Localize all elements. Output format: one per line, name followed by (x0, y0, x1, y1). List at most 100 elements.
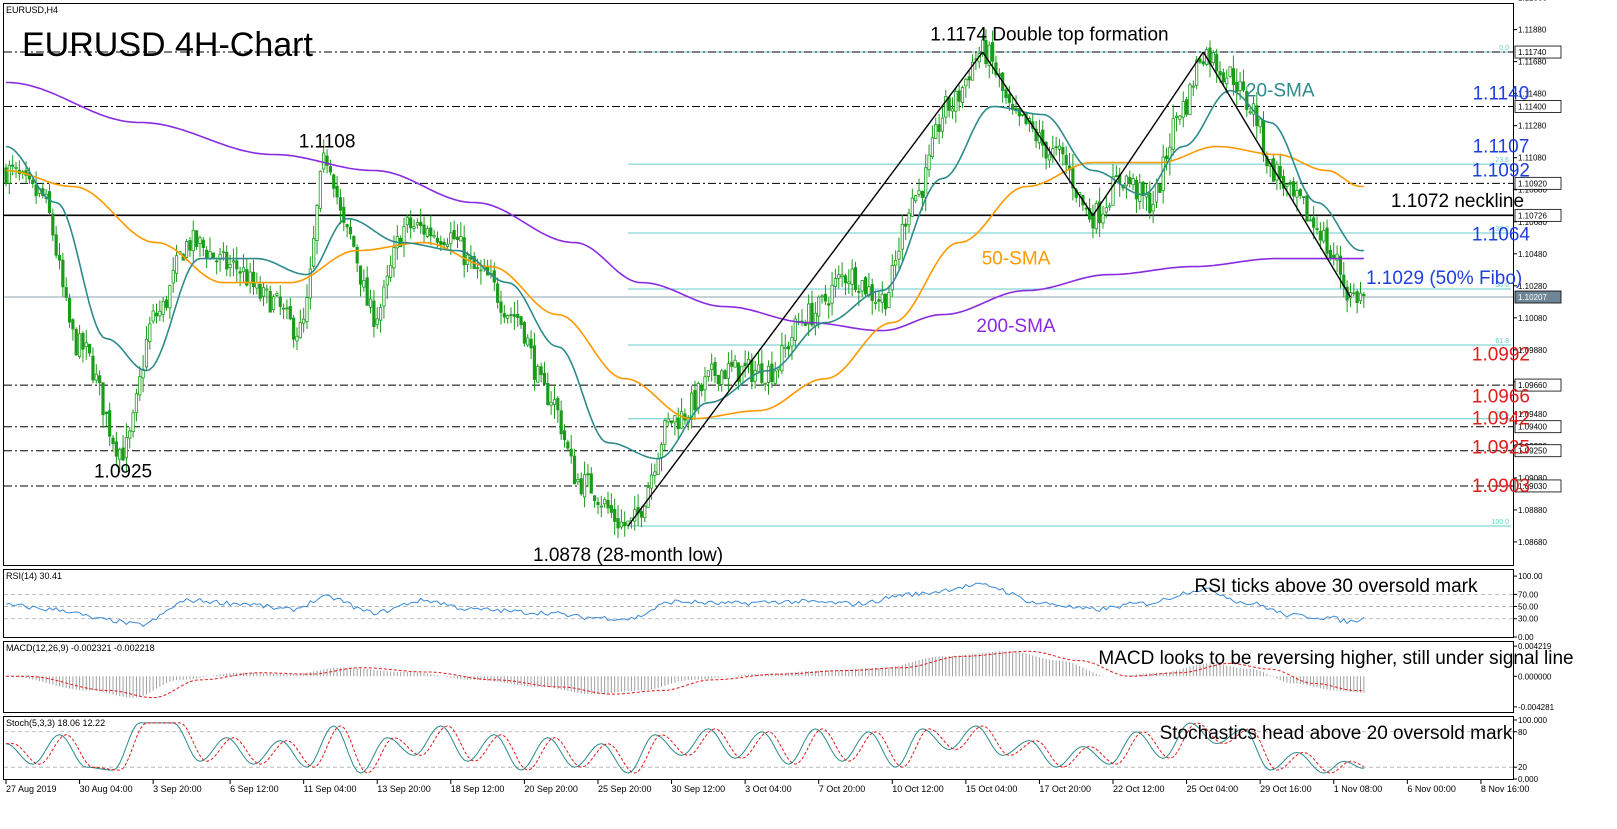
candle-bull (1047, 154, 1052, 161)
candle-bull (924, 167, 928, 198)
candle-bull (385, 275, 389, 286)
indicator-annotation: RSI ticks above 30 oversold mark (1194, 576, 1478, 597)
candle-bear (1198, 58, 1202, 63)
candle-bull (389, 265, 393, 278)
candle-bear (1288, 182, 1292, 185)
candle-bear (760, 363, 764, 383)
candle-bear (713, 361, 717, 376)
candle-bear (947, 97, 951, 111)
candle-bull (271, 296, 276, 311)
candle-bear (539, 366, 543, 376)
candle-bull (599, 505, 603, 508)
candle-bull (1191, 85, 1195, 88)
candle-bear (348, 226, 353, 235)
candle-bear (1328, 249, 1332, 259)
candle-bear (345, 224, 349, 228)
candle-bear (251, 271, 256, 288)
fibo-level-label: 38.2 (1495, 226, 1509, 233)
price-tick-label: 1.11480 (1518, 90, 1547, 99)
candle-bull (375, 318, 379, 325)
candle-bull (158, 310, 162, 317)
candle-bear (1231, 68, 1236, 86)
candle-bear (1312, 217, 1316, 228)
candle-bear (984, 39, 988, 65)
candle-bull (766, 365, 771, 383)
indicator-tick-label: 0.000000 (1518, 672, 1552, 681)
candle-bear (1164, 155, 1169, 160)
candle-bear (616, 518, 620, 529)
candle-bear (114, 441, 118, 457)
candle-bull (77, 333, 82, 358)
candle-bear (188, 240, 192, 251)
candle-bull (415, 222, 419, 226)
candle-bear (355, 247, 359, 264)
candle-bear (937, 124, 941, 132)
candle-bull (432, 234, 436, 238)
x-tick-label: 15 Oct 04:00 (966, 784, 1018, 794)
level-value-label: 1.09250 (1518, 447, 1547, 456)
candle-bull (131, 412, 135, 432)
chart-annotation: 1.0925 (1472, 438, 1530, 459)
price-tick-label: 1.09080 (1518, 474, 1547, 483)
candle-bear (1148, 192, 1152, 214)
candle-bull (425, 228, 430, 237)
candle-bear (1235, 81, 1239, 93)
indicator-tick-label: 0.00 (1518, 633, 1534, 642)
level-value-box (1514, 420, 1562, 434)
level-value-label: 1.09400 (1518, 423, 1547, 432)
indicator-tick-label: 0.000 (1518, 775, 1539, 784)
candle-bear (1004, 89, 1008, 99)
candle-bull (659, 444, 664, 458)
candle-bear (579, 478, 583, 495)
candle-bull (720, 370, 724, 385)
candle-bear (639, 511, 644, 518)
price-tick-label: 1.09480 (1518, 410, 1547, 419)
x-tick-label: 3 Oct 04:00 (745, 784, 792, 794)
candle-bear (1141, 181, 1145, 196)
candle-bull (392, 247, 396, 269)
candle-bear (1338, 255, 1343, 275)
candle-bull (368, 298, 373, 308)
level-value-box (1514, 290, 1562, 304)
chart-annotation: 1.1108 (299, 132, 356, 153)
candle-bear (1184, 99, 1189, 115)
candle-bull (14, 166, 18, 169)
price-tick-label: 1.08680 (1518, 538, 1547, 547)
candle-bear (606, 499, 610, 509)
candle-bull (1335, 253, 1339, 261)
candle-bear (1017, 108, 1021, 117)
x-tick-label: 30 Sep 12:00 (672, 784, 726, 794)
candle-bull (449, 232, 453, 245)
candle-bull (552, 399, 557, 405)
candle-bull (907, 212, 911, 226)
candle-bull (780, 345, 784, 372)
candle-bear (877, 299, 881, 302)
level-value-label: 1.09030 (1518, 482, 1547, 491)
chart-annotation: 200-SMA (976, 316, 1056, 337)
candle-bear (957, 90, 961, 102)
candle-bull (820, 295, 824, 298)
candle-bear (91, 355, 95, 381)
candle-bull (184, 241, 189, 258)
candle-bull (174, 255, 179, 274)
candle-bull (1211, 52, 1215, 64)
candle-bear (994, 62, 998, 76)
candle-bull (506, 315, 510, 319)
sma50-line (5, 145, 1364, 420)
macd-signal-line (6, 650, 1364, 699)
candle-bull (900, 223, 904, 250)
candle-bear (730, 361, 734, 367)
indicator-tick-label: 100.000 (1518, 716, 1547, 725)
level-value-label: 1.10726 (1518, 211, 1547, 220)
candle-bull (265, 288, 269, 291)
candle-bull (198, 237, 202, 244)
candle-bear (332, 174, 336, 189)
candle-bear (439, 240, 443, 245)
x-tick-label: 25 Oct 04:00 (1187, 784, 1239, 794)
candle-bear (613, 509, 617, 522)
candle-bear (529, 338, 533, 349)
candle-bull (526, 337, 530, 346)
candle-bull (970, 61, 975, 81)
candle-bear (750, 359, 754, 383)
